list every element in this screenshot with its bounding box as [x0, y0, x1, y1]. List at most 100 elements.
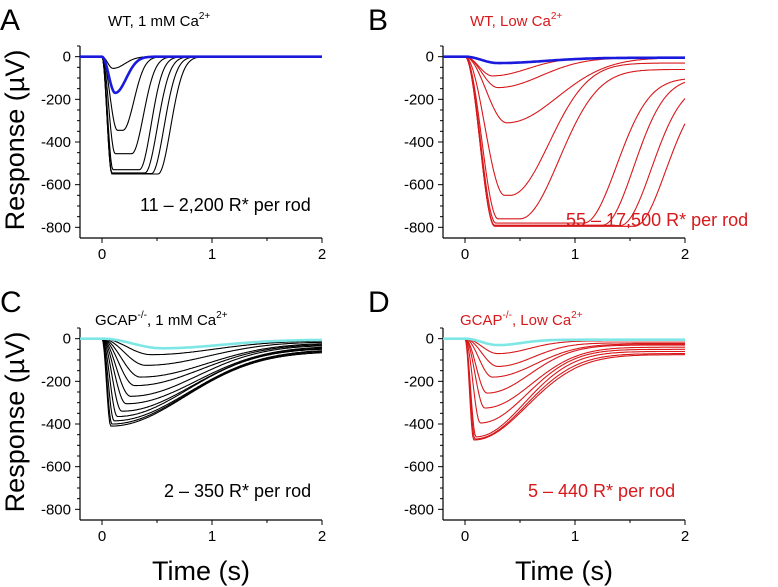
x-tick-label: 2: [318, 528, 326, 545]
y-tick-label: -600: [404, 459, 434, 476]
y-tick-label: 0: [63, 49, 71, 66]
annotation-C: 2 – 350 R* per rod: [164, 481, 311, 501]
panel-title-B: WT, Low Ca2+: [470, 11, 562, 30]
title-rest: , Low Ca: [512, 312, 572, 329]
x-tick-label: 2: [681, 528, 689, 545]
series-line-B-6: [443, 56, 685, 220]
x-tick-label: 1: [208, 528, 216, 545]
annotation-A: 11 – 2,200 R* per rod: [140, 195, 311, 215]
x-tick-label: 0: [461, 528, 469, 545]
series-line-B-4: [443, 56, 685, 124]
series-line-D-9: [443, 338, 685, 440]
y-tick-label: -400: [41, 134, 71, 151]
panel-letter-C: C: [0, 286, 22, 319]
panel-letter-D: D: [368, 286, 390, 319]
title-sup: 2+: [199, 11, 211, 22]
panel-title-A: WT, 1 mM Ca2+: [108, 11, 210, 30]
panel-A: A WT, 1 mM Ca2+ 0 -200 -400 -600 -800 0 1 2 Respon…: [0, 4, 326, 263]
series-line-A-5: [80, 56, 322, 171]
y-tick-label: -600: [41, 459, 71, 476]
series-line-B-7: [443, 56, 686, 224]
panel-C: C GCAP-/-, 1 mM Ca2+ 0 -200 -400 -600 -800 0 1 2 T…: [0, 286, 326, 586]
y-tick-label: -200: [41, 91, 71, 108]
y-tick-label: -400: [404, 134, 434, 151]
y-tick-label: -400: [41, 416, 71, 433]
series-line-C-12: [80, 338, 323, 427]
series-line-C-2: [80, 338, 322, 356]
series-line-A-8: [80, 56, 322, 175]
title-main: WT, 1 mM Ca: [108, 13, 199, 30]
y-tick-label: -800: [41, 501, 71, 518]
title-sup2: 2+: [571, 310, 583, 321]
x-axis-label: Time (s): [152, 556, 250, 586]
series-line-C-9: [80, 338, 323, 418]
series-line-A-4: [80, 56, 322, 155]
y-tick-label: -400: [404, 416, 434, 433]
y-axis-label: Response (µV): [0, 50, 30, 231]
panel-title-C: GCAP-/-, 1 mM Ca2+: [95, 310, 228, 329]
series-line-A-1: [80, 56, 322, 69]
series-line-D-8: [443, 338, 685, 438]
title-sup: 2+: [551, 11, 563, 22]
annotation-D: 5 – 440 R* per rod: [528, 481, 675, 501]
panel-D: D GCAP-/-, Low Ca2+ 0 -200 -400 -600 -800 0 1 2 Ti…: [368, 286, 689, 586]
x-tick-label: 1: [571, 528, 579, 545]
series-line-B-10: [443, 56, 686, 227]
y-tick-label: -200: [41, 373, 71, 390]
series-line-C-3: [80, 338, 322, 366]
x-tick-label: 2: [318, 246, 326, 263]
title-sup: -/-: [503, 310, 512, 321]
y-tick-label: -600: [41, 177, 71, 194]
y-tick-label: -600: [404, 177, 434, 194]
series-line-A-2: [79, 55, 323, 95]
title-main: WT, Low Ca: [470, 13, 552, 30]
x-tick-label: 2: [681, 246, 689, 263]
title-sup2: 2+: [216, 310, 228, 321]
panel-letter-B: B: [368, 4, 388, 37]
y-tick-label: -800: [404, 501, 434, 518]
series-line-B-1: [442, 55, 686, 65]
series-line-D-6: [443, 338, 685, 409]
series-line-A-7: [80, 56, 322, 175]
title-sup: -/-: [138, 310, 147, 321]
y-tick-label: 0: [63, 331, 71, 348]
series-line-D-10: [443, 338, 685, 441]
y-tick-label: -800: [404, 219, 434, 236]
series-line-D-5: [443, 338, 685, 394]
x-tick-label: 0: [98, 528, 106, 545]
title-main: GCAP: [95, 312, 138, 329]
series-line-C-11: [80, 338, 322, 425]
series-line-D-3: [443, 338, 685, 367]
series-line-B-5: [443, 56, 685, 196]
x-tick-label: 0: [98, 246, 106, 263]
series-line-C-8: [80, 338, 322, 412]
panel-letter-A: A: [0, 4, 20, 37]
y-tick-label: -200: [404, 91, 434, 108]
y-tick-label: -200: [404, 373, 434, 390]
series-line-C-1: [79, 337, 323, 350]
series-line-B-3: [443, 56, 685, 89]
y-tick-label: 0: [426, 331, 434, 348]
series-line-A-6: [80, 56, 322, 174]
series-line-C-6: [80, 338, 323, 397]
series-line-C-7: [80, 338, 322, 405]
panel-B: B WT, Low Ca2+ 0 -200 -400 -600 -800 0 1 2 55 – 17…: [368, 4, 748, 263]
x-tick-label: 1: [571, 246, 579, 263]
x-axis-label: Time (s): [515, 556, 613, 586]
series-line-D-4: [443, 338, 685, 378]
y-axis-label: Response (µV): [0, 332, 30, 513]
series-line-D-7: [443, 338, 685, 424]
annotation-B: 55 – 17,500 R* per rod: [566, 210, 748, 230]
x-tick-label: 0: [461, 246, 469, 263]
series-line-C-4: [80, 338, 323, 378]
title-main: GCAP: [460, 312, 503, 329]
y-tick-label: 0: [426, 49, 434, 66]
title-rest: , 1 mM Ca: [147, 312, 217, 329]
panel-title-D: GCAP-/-, Low Ca2+: [460, 310, 583, 329]
y-tick-label: -800: [41, 219, 71, 236]
series-line-C-10: [80, 338, 323, 422]
x-tick-label: 1: [208, 246, 216, 263]
series-line-C-5: [80, 338, 322, 387]
